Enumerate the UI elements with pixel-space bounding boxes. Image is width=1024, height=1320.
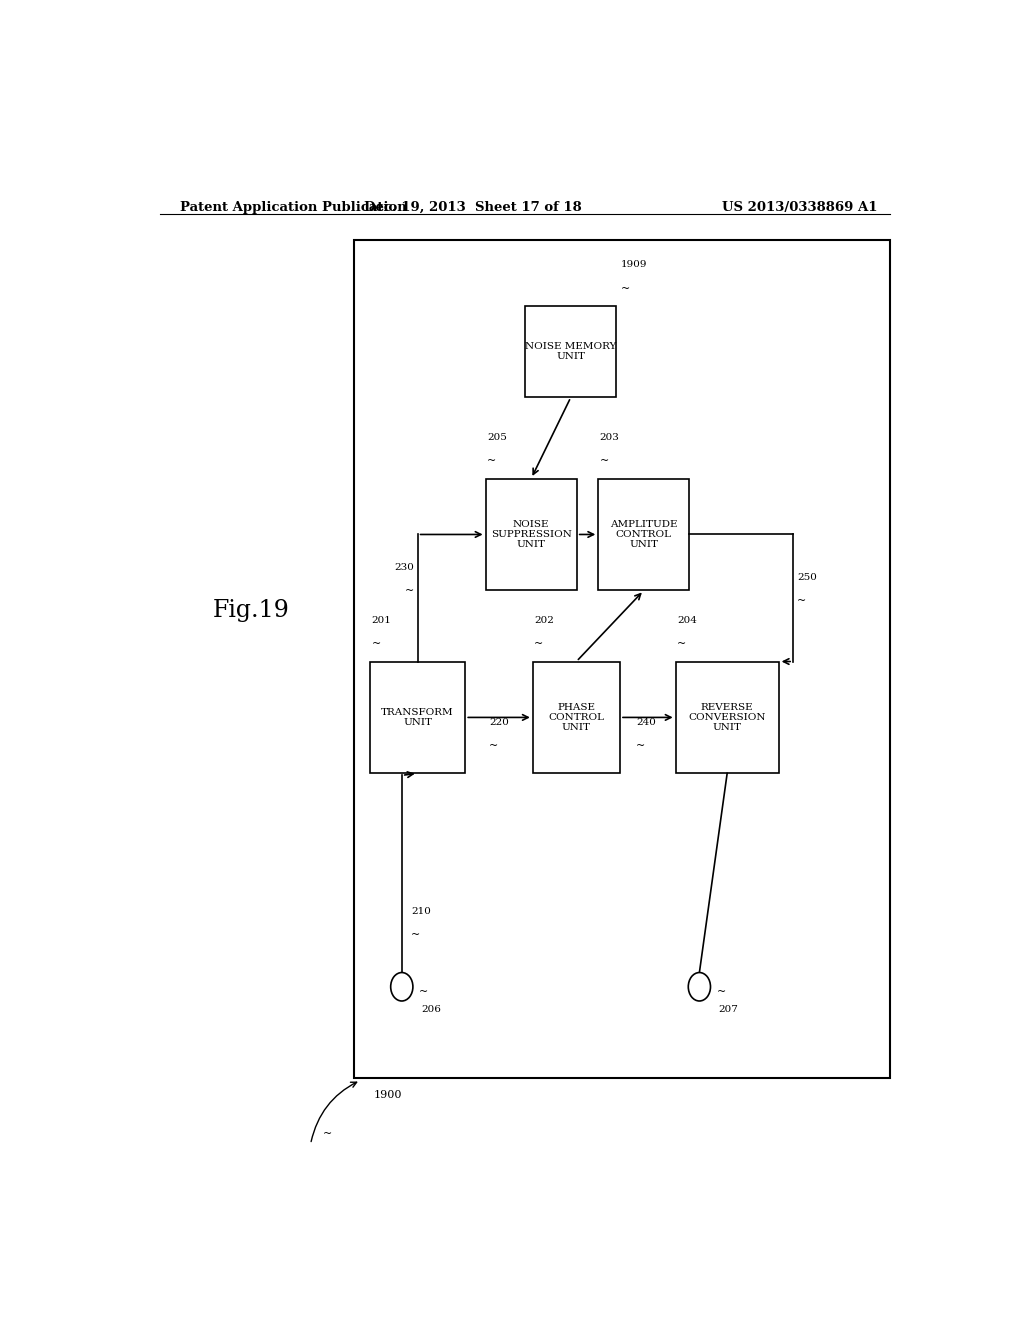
Circle shape xyxy=(391,973,413,1001)
Bar xyxy=(525,306,616,397)
Text: ~: ~ xyxy=(323,1129,332,1139)
Text: 1909: 1909 xyxy=(621,260,647,269)
Text: ~: ~ xyxy=(535,639,544,649)
Bar xyxy=(485,479,577,590)
Text: ~: ~ xyxy=(419,987,428,997)
Text: 206: 206 xyxy=(421,1005,440,1014)
Text: 230: 230 xyxy=(394,562,414,572)
Text: US 2013/0338869 A1: US 2013/0338869 A1 xyxy=(723,201,878,214)
Text: ~: ~ xyxy=(636,741,645,751)
Text: Dec. 19, 2013  Sheet 17 of 18: Dec. 19, 2013 Sheet 17 of 18 xyxy=(365,201,582,214)
Text: ~: ~ xyxy=(487,457,497,466)
Text: 201: 201 xyxy=(372,616,391,624)
Bar xyxy=(598,479,689,590)
Text: ~: ~ xyxy=(621,284,630,293)
Text: 240: 240 xyxy=(636,718,655,726)
Text: ~: ~ xyxy=(372,639,381,649)
Text: ~: ~ xyxy=(600,457,609,466)
Bar xyxy=(370,661,465,774)
Text: NOISE MEMORY
UNIT: NOISE MEMORY UNIT xyxy=(525,342,616,362)
Text: Fig.19: Fig.19 xyxy=(213,599,290,622)
Text: ~: ~ xyxy=(489,741,499,751)
Bar xyxy=(676,661,778,774)
Text: ~: ~ xyxy=(717,987,726,997)
Circle shape xyxy=(688,973,711,1001)
Bar xyxy=(354,240,890,1078)
Text: 250: 250 xyxy=(797,573,817,582)
Text: AMPLITUDE
CONTROL
UNIT: AMPLITUDE CONTROL UNIT xyxy=(610,520,678,549)
Text: 220: 220 xyxy=(489,718,509,726)
Text: 207: 207 xyxy=(719,1005,738,1014)
Text: 210: 210 xyxy=(412,907,431,916)
Text: ~: ~ xyxy=(412,931,421,940)
Text: 202: 202 xyxy=(535,616,554,624)
Text: TRANSFORM
UNIT: TRANSFORM UNIT xyxy=(381,708,454,727)
Text: 204: 204 xyxy=(677,616,697,624)
Text: ~: ~ xyxy=(797,597,806,606)
Text: Patent Application Publication: Patent Application Publication xyxy=(179,201,407,214)
Text: ~: ~ xyxy=(404,586,414,595)
Text: 1900: 1900 xyxy=(374,1090,402,1101)
Text: REVERSE
CONVERSION
UNIT: REVERSE CONVERSION UNIT xyxy=(688,702,766,733)
Text: 203: 203 xyxy=(600,433,620,442)
Text: PHASE
CONTROL
UNIT: PHASE CONTROL UNIT xyxy=(549,702,604,733)
Text: 205: 205 xyxy=(487,433,507,442)
Text: ~: ~ xyxy=(677,639,686,649)
Bar xyxy=(532,661,620,774)
Text: NOISE
SUPPRESSION
UNIT: NOISE SUPPRESSION UNIT xyxy=(490,520,571,549)
